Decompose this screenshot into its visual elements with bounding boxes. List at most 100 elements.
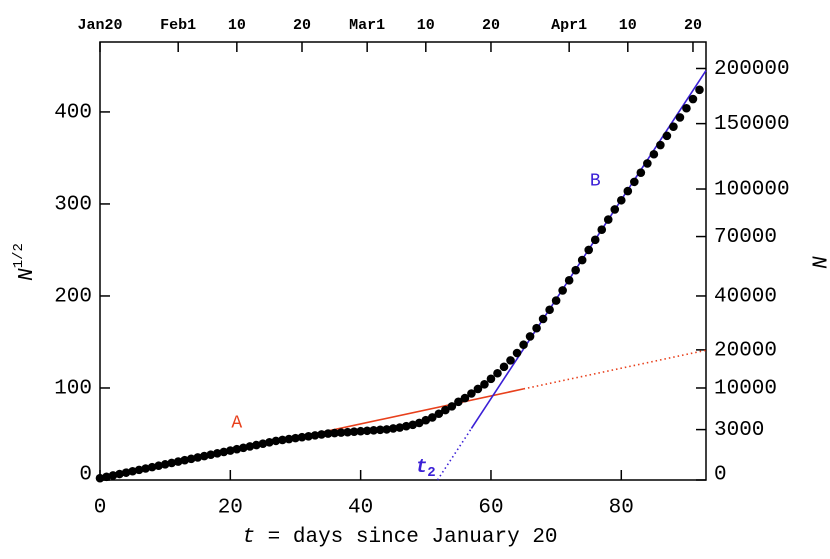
y2-tick-label: 150000 [714, 113, 790, 136]
data-point [180, 455, 190, 465]
data-point [239, 443, 248, 453]
y2-tick-label: 100000 [714, 179, 790, 202]
x-tick-label: 60 [478, 497, 503, 520]
data-point [291, 433, 300, 443]
data-point [160, 460, 170, 469]
fit-line [436, 428, 473, 481]
data-point [538, 314, 548, 324]
y2-axis-label: N [805, 256, 828, 269]
y-tick-label: 300 [54, 193, 92, 216]
data-point [108, 471, 118, 480]
data-point [330, 428, 339, 438]
data-point [310, 431, 320, 440]
data-point [349, 427, 359, 436]
data-point [695, 85, 704, 95]
data-point [545, 305, 554, 315]
data-point [421, 415, 431, 425]
y2-tick-label: 20000 [714, 339, 777, 362]
data-point [519, 340, 528, 350]
data-point [375, 425, 385, 435]
data-point [382, 425, 392, 434]
x2-tick-label: Apr1 [551, 17, 587, 34]
data-point [558, 286, 567, 295]
data-point [141, 464, 150, 473]
data-point [121, 468, 131, 477]
x2-tick-label: 10 [619, 17, 637, 34]
data-point [336, 428, 346, 437]
data-point [577, 255, 587, 265]
data-point [480, 380, 489, 389]
y2-tick-label: 10000 [714, 378, 777, 401]
data-point [154, 461, 163, 471]
data-point [265, 437, 274, 447]
data-point [252, 440, 261, 450]
y-label-sup: 1/2 [11, 243, 27, 268]
data-point [610, 205, 620, 214]
data-point [512, 348, 522, 358]
x-tick-label: 80 [609, 497, 634, 520]
data-point [532, 323, 541, 333]
y-axis-label: N1/2 [11, 243, 39, 281]
y-tick-label: 200 [54, 286, 92, 309]
y2-tick-label: 200000 [714, 58, 790, 81]
y2-tick-label: 3000 [714, 419, 764, 442]
data-point [212, 449, 222, 458]
data-point [226, 446, 235, 455]
data-point [167, 458, 176, 468]
y-tick-label: 100 [54, 378, 92, 401]
data-point [173, 457, 183, 466]
data-point [258, 439, 268, 448]
data-point [317, 430, 326, 439]
y-tick-label: 400 [54, 101, 92, 124]
data-point [134, 465, 144, 475]
x2-tick-label: Jan20 [77, 17, 122, 34]
y2-tick-label: 70000 [714, 226, 777, 249]
data-point [388, 424, 398, 433]
data-point [434, 409, 444, 419]
data-point [551, 296, 561, 305]
data-point [356, 426, 365, 436]
data-point [473, 384, 483, 394]
data-point [147, 462, 157, 472]
x2-tick-label: 20 [293, 17, 311, 34]
annotation-sub: 2 [427, 465, 435, 481]
data-point [395, 423, 405, 432]
x2-tick-label: 10 [417, 17, 435, 34]
data-point [454, 397, 463, 407]
data-point [688, 94, 698, 104]
data-point [323, 429, 333, 438]
fit-line [523, 349, 707, 390]
data-point [623, 186, 633, 196]
data-point [603, 215, 613, 224]
data-point [682, 103, 691, 113]
data-point [95, 473, 105, 483]
plot-frame [99, 41, 707, 481]
x-tick-label: 20 [218, 497, 243, 520]
annotation: t2 [416, 456, 436, 481]
data-point [564, 276, 574, 285]
data-point [441, 405, 450, 415]
data-point [199, 451, 209, 461]
data-point [102, 472, 111, 482]
data-point [219, 447, 229, 457]
data-point [669, 122, 678, 131]
data-point [597, 225, 607, 235]
data-point [245, 442, 255, 451]
data-point [408, 420, 418, 430]
data-point [630, 177, 639, 187]
x2-tick-label: 20 [684, 17, 702, 34]
data-point [401, 421, 411, 431]
data-point [128, 466, 137, 476]
data-point [460, 393, 470, 403]
data-point [584, 245, 594, 255]
data-point [297, 432, 307, 442]
data-point [486, 374, 496, 384]
x2-tick-label: 10 [228, 17, 246, 34]
data-point [369, 426, 378, 435]
data-point [656, 140, 665, 150]
fit-label: B [590, 172, 601, 192]
data-point [649, 149, 659, 159]
data-point [447, 402, 457, 411]
x2-tick-label: 20 [482, 17, 500, 34]
data-point [186, 454, 196, 464]
